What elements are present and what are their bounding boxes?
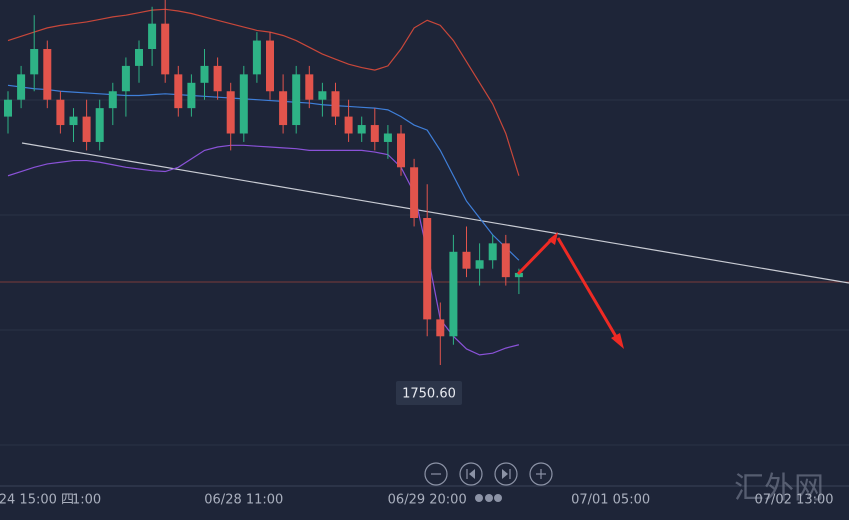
scroll-end-button[interactable] (494, 462, 518, 486)
candle-body (174, 74, 183, 109)
background-grid (0, 99, 849, 446)
watermark: 汇外网 (734, 471, 824, 506)
candle-body (252, 40, 261, 75)
candle-body (108, 91, 117, 109)
candle-body (449, 251, 458, 337)
candle-body (436, 319, 445, 337)
candle-body (121, 65, 130, 92)
candle-body (200, 65, 209, 83)
candle-body (410, 167, 419, 218)
zoom-in-button[interactable] (529, 462, 553, 486)
scroll-dots (475, 494, 502, 502)
x-tick-label: 06/28 11:00 (204, 493, 283, 508)
candle-body (161, 23, 170, 75)
candle-body (17, 74, 26, 100)
candle-body (56, 99, 65, 126)
candle-body (95, 108, 104, 142)
forecast-arrows (516, 236, 620, 341)
candle-body (397, 133, 405, 168)
indicator-line (7, 144, 520, 356)
scroll-start-button[interactable] (459, 462, 483, 486)
x-tick-label: 07/01 05:00 (571, 493, 650, 508)
x-tick-label: 1:00 (72, 493, 101, 508)
low-label-box (396, 381, 462, 405)
candle-body (462, 251, 471, 269)
candle-body (318, 91, 327, 100)
icon (469, 469, 475, 479)
candle-body (82, 116, 91, 142)
candle-body (30, 49, 39, 75)
x-tick-label: 06/29 20:00 (388, 493, 467, 508)
candle-body (69, 116, 78, 126)
candle-body (213, 65, 222, 92)
arrow-head (611, 333, 624, 349)
indicator-line (7, 8, 520, 176)
arrow-head (548, 232, 558, 245)
candle-body (357, 125, 366, 134)
candle-body (370, 125, 379, 142)
candle-body (305, 74, 314, 100)
indicator-line (7, 84, 520, 261)
candle-body (423, 217, 432, 320)
candle-body (331, 91, 340, 117)
candle-body (239, 74, 248, 134)
trend-line (21, 142, 849, 284)
icon (502, 469, 508, 479)
candle-body (187, 82, 196, 109)
candle-body (148, 23, 157, 50)
candle-body (4, 99, 12, 117)
candle-body (344, 116, 353, 134)
candle-body (501, 243, 510, 278)
low-label: 1750.60 (402, 387, 456, 402)
x-tick-label: 07/02 13:00 (754, 493, 833, 508)
candle-body (514, 272, 523, 278)
plot-area (4, 0, 523, 366)
candle-body (226, 91, 235, 134)
x-tick-label: /24 15:00 四 (0, 493, 74, 508)
candle-body (292, 74, 301, 126)
candle-body (475, 260, 484, 269)
candle-body (488, 243, 497, 261)
candle-body (43, 49, 52, 100)
candle-body (279, 91, 288, 126)
candle-body (266, 40, 274, 92)
zoom-out-button[interactable] (424, 462, 448, 486)
candle-body (135, 49, 143, 66)
candle-body (383, 133, 392, 142)
